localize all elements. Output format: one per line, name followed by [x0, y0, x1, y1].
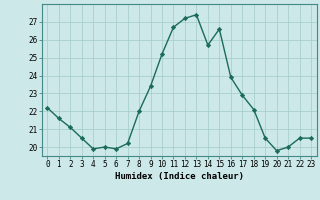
X-axis label: Humidex (Indice chaleur): Humidex (Indice chaleur): [115, 172, 244, 181]
